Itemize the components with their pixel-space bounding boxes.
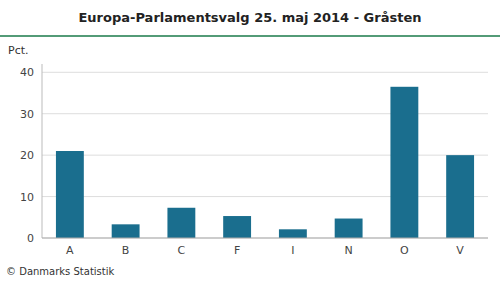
bar [446, 155, 474, 238]
bars [56, 87, 474, 238]
bar [390, 87, 418, 238]
footer: © Danmarks Statistik [6, 266, 115, 277]
bar [279, 229, 307, 238]
grid-line [42, 196, 488, 197]
x-tick-label: O [400, 244, 409, 257]
x-tick-label: A [66, 244, 74, 257]
y-tick-label: 40 [20, 66, 34, 79]
y-axis-label: Pct. [8, 44, 29, 57]
grid [42, 72, 488, 238]
grid-line [42, 72, 488, 73]
y-axis-line [42, 64, 43, 238]
title-rule [0, 35, 500, 37]
x-axis-line [42, 238, 488, 239]
y-tick-label: 0 [27, 232, 34, 245]
x-tick-label: V [456, 244, 464, 257]
y-tick-label: 20 [20, 149, 34, 162]
bar [112, 224, 140, 238]
x-tick-label: N [345, 244, 353, 257]
x-tick-label: B [122, 244, 130, 257]
x-tick-label: I [291, 244, 294, 257]
grid-line [42, 113, 488, 114]
title: Europa-Parlamentsvalg 25. maj 2014 - Grå… [78, 10, 421, 25]
grid-line [42, 238, 488, 239]
chart-svg: Europa-Parlamentsvalg 25. maj 2014 - Grå… [0, 0, 500, 282]
x-tick-label: F [234, 244, 240, 257]
bar [167, 208, 195, 238]
bar [56, 151, 84, 238]
y-tick-label: 30 [20, 108, 34, 121]
grid-line [42, 155, 488, 156]
x-axis: ABCFINOV [42, 238, 488, 257]
bar [223, 216, 251, 238]
y-axis: 0 10 20 30 40 [20, 64, 42, 245]
bar [335, 219, 363, 238]
y-tick-label: 10 [20, 191, 34, 204]
chart-container: Europa-Parlamentsvalg 25. maj 2014 - Grå… [0, 0, 500, 282]
x-tick-label: C [178, 244, 186, 257]
